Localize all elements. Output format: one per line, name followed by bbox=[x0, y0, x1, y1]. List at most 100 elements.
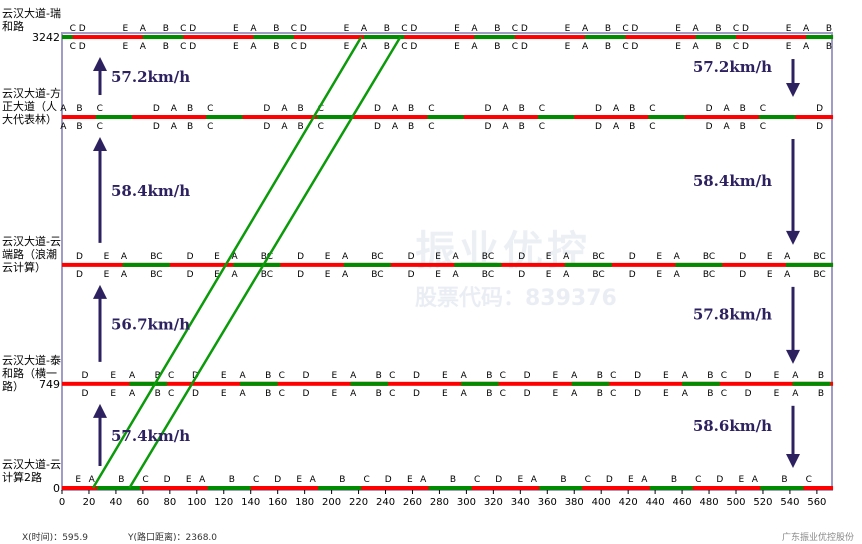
phase-label: BC bbox=[150, 270, 162, 280]
phase-label: A bbox=[471, 42, 478, 52]
phase-label: C bbox=[401, 42, 407, 52]
phase-label: A bbox=[140, 24, 147, 34]
phase-label: A bbox=[692, 42, 699, 52]
phase-label: D bbox=[79, 42, 86, 52]
phase-label: E bbox=[663, 389, 669, 399]
up-arrow-icon bbox=[93, 284, 107, 299]
phase-label: D bbox=[816, 122, 823, 132]
phase-label: D bbox=[189, 42, 196, 52]
phase-label: D bbox=[300, 42, 307, 52]
phase-label: D bbox=[153, 122, 160, 132]
phase-label: D bbox=[164, 475, 171, 485]
signal-green-bar bbox=[792, 381, 831, 386]
signal-red-bar bbox=[62, 381, 834, 386]
x-tick-label: 120 bbox=[214, 497, 233, 508]
phase-label: B bbox=[629, 122, 635, 132]
phase-label: E bbox=[123, 24, 129, 34]
signal-green-bar bbox=[571, 381, 610, 386]
phase-label: BC bbox=[813, 252, 825, 262]
phase-label: A bbox=[250, 42, 257, 52]
phase-label: A bbox=[240, 371, 247, 381]
intersection-label: 云汉大道-瑞和路 bbox=[2, 7, 61, 34]
phase-label: B bbox=[707, 389, 713, 399]
phase-label: B bbox=[118, 475, 124, 485]
phase-label: C bbox=[401, 24, 407, 34]
phase-label: D bbox=[303, 389, 310, 399]
phase-label: B bbox=[298, 104, 304, 114]
x-tick-label: 200 bbox=[322, 497, 341, 508]
phase-label: E bbox=[546, 270, 552, 280]
signal-green-bar bbox=[122, 262, 170, 267]
phase-label: A bbox=[784, 252, 791, 262]
intersection-label: 云汉大道-云端路（浪潮云计算） bbox=[2, 234, 61, 274]
phase-label: A bbox=[60, 104, 67, 114]
phase-label: E bbox=[675, 42, 681, 52]
phase-label: D bbox=[263, 122, 270, 132]
up-arrow-icon bbox=[93, 403, 107, 418]
down-arrow-icon bbox=[786, 230, 800, 245]
phase-label: A bbox=[129, 389, 136, 399]
phase-label: E bbox=[454, 24, 460, 34]
phase-label: B bbox=[265, 371, 271, 381]
signal-green-bar bbox=[318, 486, 362, 490]
x-tick-label: 300 bbox=[457, 497, 476, 508]
signal-green-bar bbox=[806, 35, 834, 40]
phase-label: A bbox=[453, 270, 460, 280]
x-tick-label: 340 bbox=[511, 497, 530, 508]
phase-label: A bbox=[792, 371, 799, 381]
phase-label: E bbox=[214, 270, 220, 280]
x-tick-label: 20 bbox=[83, 497, 96, 508]
x-tick-label: 260 bbox=[403, 497, 422, 508]
phase-label: C bbox=[97, 104, 103, 114]
phase-label: D bbox=[303, 371, 310, 381]
phase-label: E bbox=[435, 270, 441, 280]
phase-label: B bbox=[605, 24, 611, 34]
phase-label: B bbox=[155, 389, 161, 399]
phase-label: E bbox=[656, 252, 662, 262]
phase-label: E bbox=[786, 24, 792, 34]
phase-label: C bbox=[733, 42, 739, 52]
x-tick-label: 500 bbox=[726, 497, 745, 508]
green-band-line bbox=[91, 36, 363, 489]
y-readout: Y(路口距离)：2368.0 bbox=[128, 533, 218, 543]
phase-label: C bbox=[180, 42, 186, 52]
phase-label: D bbox=[76, 270, 83, 280]
distance-label: 3242 bbox=[32, 31, 60, 45]
signal-green-bar bbox=[343, 262, 391, 267]
phase-label: D bbox=[410, 24, 417, 34]
x-tick-label: 40 bbox=[110, 497, 123, 508]
phase-label: E bbox=[75, 475, 81, 485]
x-tick-label: 180 bbox=[295, 497, 314, 508]
phase-label: D bbox=[81, 389, 88, 399]
signal-green-bar bbox=[539, 486, 583, 490]
phase-label: E bbox=[553, 389, 559, 399]
signal-green-bar bbox=[427, 115, 464, 120]
phase-label: C bbox=[733, 24, 739, 34]
up-arrow-icon bbox=[93, 137, 107, 152]
phase-label: C bbox=[721, 371, 727, 381]
phase-label: E bbox=[104, 252, 110, 262]
phase-label: A bbox=[240, 389, 247, 399]
phase-label: D bbox=[495, 475, 502, 485]
phase-label: B bbox=[298, 122, 304, 132]
signal-green-bar bbox=[206, 115, 243, 120]
signal-red-bar bbox=[62, 262, 834, 267]
phase-label: E bbox=[442, 389, 448, 399]
watermark-code: 股票代码：839376 bbox=[415, 286, 617, 311]
phase-label: B bbox=[163, 24, 169, 34]
phase-label: B bbox=[519, 104, 525, 114]
phase-label: D bbox=[631, 24, 638, 34]
phase-label: E bbox=[186, 475, 192, 485]
phase-label: BC bbox=[482, 252, 494, 262]
phase-label: C bbox=[318, 122, 324, 132]
phase-label: E bbox=[565, 42, 571, 52]
phase-label: BC bbox=[703, 270, 715, 280]
phase-label: B bbox=[597, 389, 603, 399]
phase-label: A bbox=[582, 24, 589, 34]
phase-label: A bbox=[571, 389, 578, 399]
phase-label: A bbox=[361, 24, 368, 34]
x-tick-label: 520 bbox=[753, 497, 772, 508]
phase-label: A bbox=[461, 371, 468, 381]
phase-label: D bbox=[521, 24, 528, 34]
